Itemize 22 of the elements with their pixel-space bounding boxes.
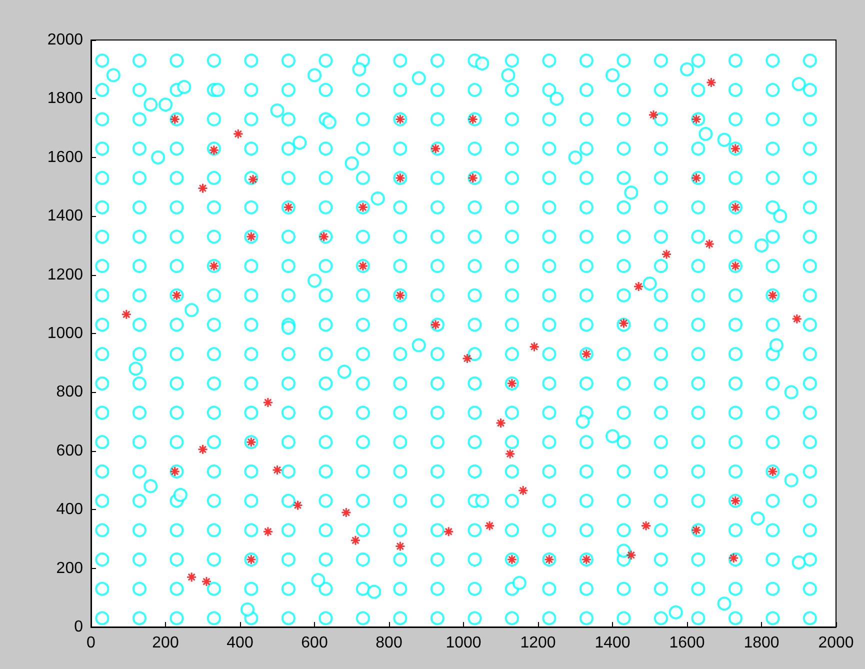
y-tick-label: 400 (56, 501, 84, 518)
x-tick-label: 600 (301, 634, 328, 652)
y-tick-label: 1000 (47, 325, 84, 342)
x-tick-label: 1800 (744, 634, 780, 652)
y-tick-label: 600 (56, 442, 84, 460)
x-tick-label: 2000 (818, 634, 854, 652)
y-tick-label: 1600 (47, 148, 84, 166)
x-tick-label: 200 (152, 634, 179, 652)
y-tick-label: 1800 (47, 90, 84, 108)
y-tick-label: 800 (56, 384, 84, 401)
x-tick-label: 800 (376, 634, 402, 652)
y-tick-label: 1400 (47, 208, 84, 225)
x-tick-label: 400 (226, 634, 254, 652)
x-tick-label: 1200 (520, 634, 556, 652)
y-tick-label: 0 (74, 618, 84, 636)
x-tick-label: 1000 (446, 634, 482, 652)
y-tick-label: 2000 (47, 32, 84, 48)
x-tick-label: 1600 (669, 634, 705, 652)
x-tick-label: 1400 (594, 634, 630, 652)
y-tick-label: 200 (56, 560, 84, 577)
y-tick-label: 1200 (47, 266, 84, 284)
x-tick-label: 0 (86, 634, 96, 652)
